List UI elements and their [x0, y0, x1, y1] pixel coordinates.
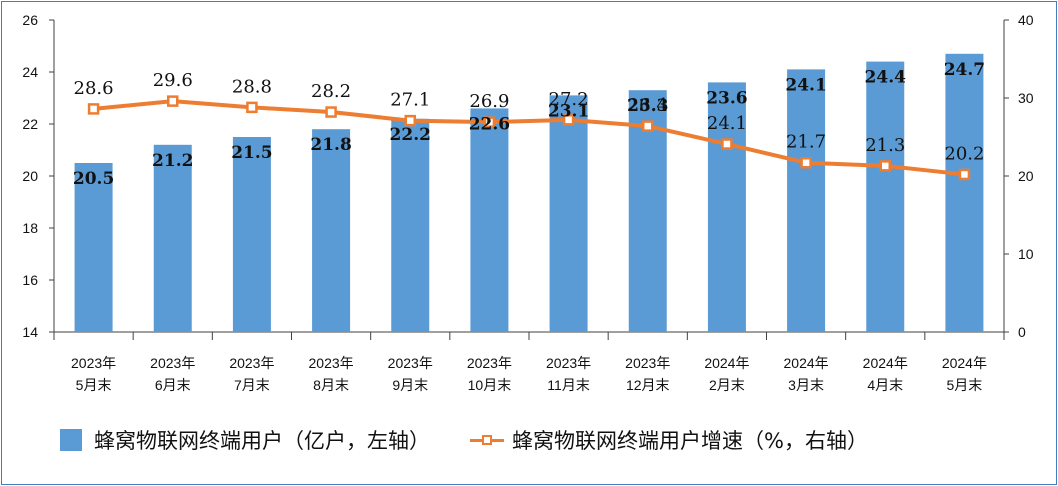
bar-series	[74, 53, 984, 333]
bar-data-label: 21.8	[310, 135, 351, 155]
bar	[74, 163, 113, 332]
bar-data-label: 21.2	[152, 151, 193, 171]
line-marker	[483, 116, 496, 128]
line-data-label: 21.3	[865, 135, 905, 156]
line-marker	[167, 95, 179, 107]
y-right-tick-label: 0	[1018, 324, 1026, 340]
line-data-label: 26.4	[628, 95, 668, 116]
line-marker	[958, 168, 971, 181]
bar-data-label: 20.5	[73, 169, 114, 189]
bar	[945, 53, 984, 333]
x-tick-label: 2024年 4月末	[863, 355, 908, 393]
legend: 蜂窝物联网终端用户（亿户，左轴） 蜂窝物联网终端用户增速（%，右轴）	[52, 422, 1012, 458]
bar-data-label: 23.3	[627, 96, 668, 116]
x-tick-label: 2024年 2月末	[704, 355, 749, 393]
y-right-tick-label: 40	[1018, 12, 1034, 28]
chart-axes: 14 16 18 20 22 24 26 0 10 20 30 40 2023年 5月末 2023年 6月末 2…	[22, 12, 1033, 393]
line-marker	[562, 114, 575, 126]
x-tick-label: 2023年 12月末	[625, 355, 670, 393]
x-tick-label: 2023年 5月末	[71, 355, 116, 393]
legend-item-line: 蜂窝物联网终端用户增速（%，右轴）	[430, 425, 868, 455]
bar-data-label: 21.5	[231, 143, 272, 163]
bar-data-label: 22.2	[390, 125, 431, 145]
bar	[549, 95, 588, 333]
line-marker	[246, 101, 258, 114]
bar-data-label: 24.7	[944, 60, 985, 80]
x-tick-label: 2023年 11月末	[546, 355, 591, 393]
bar	[312, 129, 351, 332]
bar-data-label: 24.4	[865, 68, 907, 88]
y-right-tick-label: 30	[1018, 90, 1034, 106]
y-left-tick-label: 14	[22, 324, 38, 340]
x-tick-label: 2023年 6月末	[150, 355, 195, 393]
line-data-label: 27.2	[549, 89, 589, 110]
line-marker	[87, 103, 100, 115]
x-tick-label: 2024年 5月末	[942, 355, 987, 393]
y-right-tick-label: 20	[1018, 168, 1034, 184]
line-marker	[642, 120, 654, 132]
bar-data-label: 23.6	[706, 88, 747, 108]
bar	[153, 144, 192, 332]
bar	[866, 61, 905, 332]
legend-item-bar: 蜂窝物联网终端用户（亿户，左轴）	[52, 425, 430, 455]
line-marker	[404, 114, 416, 127]
line-data-label: 26.9	[469, 91, 509, 112]
legend-label-bar: 蜂窝物联网终端用户（亿户，左轴）	[94, 429, 430, 453]
x-tick-label: 2023年 7月末	[229, 355, 274, 393]
bar	[707, 82, 746, 333]
line-data-label: 28.2	[311, 81, 351, 102]
bar-data-label: 22.6	[469, 114, 510, 134]
line-marker	[721, 138, 733, 150]
line-data-label: 29.6	[153, 70, 193, 91]
y-left-tick-label: 18	[22, 220, 38, 236]
line-marker	[800, 156, 812, 169]
y-left-tick-label: 24	[22, 64, 38, 80]
legend-swatch-line	[470, 430, 504, 450]
line-data-label: 24.1	[707, 113, 747, 134]
line-series	[87, 95, 971, 181]
growth-line	[93, 99, 965, 177]
line-data-label: 28.8	[232, 76, 272, 97]
bar	[232, 137, 271, 332]
line-data-label: 20.2	[944, 143, 984, 164]
bar	[470, 108, 509, 333]
line-marker	[325, 106, 337, 118]
y-right-tick-label: 10	[1018, 246, 1034, 262]
bar-data-label: 23.1	[548, 101, 589, 121]
x-tick-label: 2024年 3月末	[784, 355, 829, 393]
line-marker	[879, 160, 891, 172]
line-data-label: 21.7	[786, 132, 826, 153]
bar	[787, 69, 826, 333]
bar-data-label: 24.1	[785, 75, 826, 95]
x-tick-label: 2023年 9月末	[388, 355, 433, 393]
line-data-label: 28.6	[74, 78, 114, 99]
x-tick-label: 2023年 8月末	[309, 355, 354, 393]
y-left-tick-label: 22	[22, 116, 38, 132]
y-left-tick-label: 20	[22, 168, 38, 184]
legend-label-line: 蜂窝物联网终端用户增速（%，右轴）	[512, 429, 868, 453]
line-data-label: 27.1	[390, 90, 430, 111]
bar	[391, 118, 430, 332]
y-left-tick-label: 16	[22, 272, 38, 288]
y-left-tick-label: 26	[22, 12, 38, 28]
data-labels: 28.6 29.6 28.8 28.2 27.1 26.9 27.2 26.4 24.1 21.7…	[73, 60, 985, 189]
legend-swatch-bar	[60, 429, 82, 451]
x-tick-label: 2023年 10月末	[467, 355, 512, 393]
